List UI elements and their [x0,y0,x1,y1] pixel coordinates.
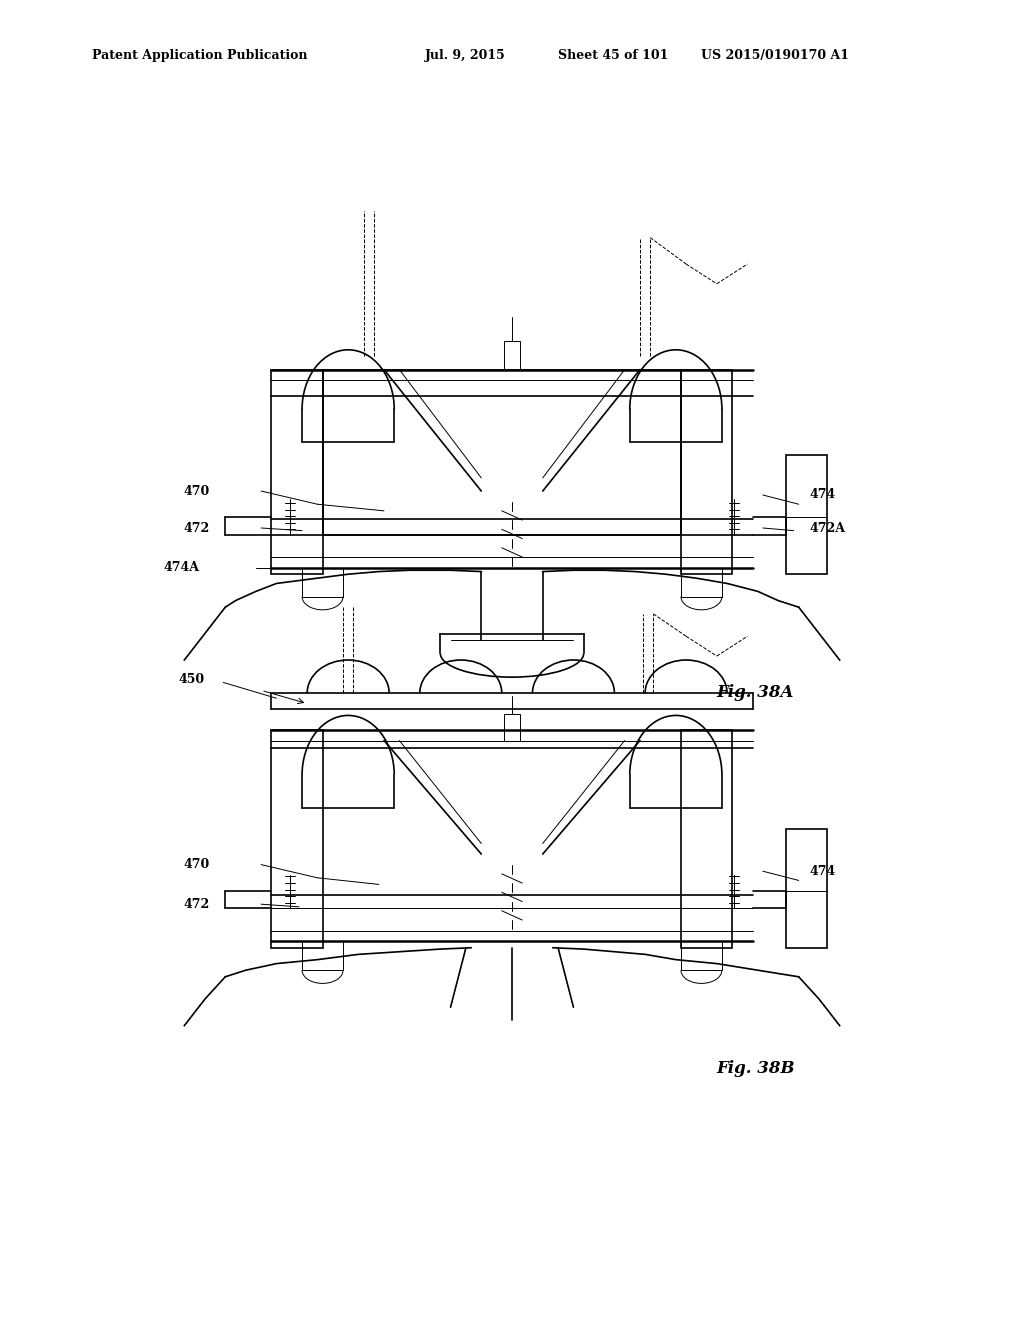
Text: Sheet 45 of 101: Sheet 45 of 101 [558,49,669,62]
Text: Fig. 38B: Fig. 38B [717,1060,796,1077]
Text: 470: 470 [183,858,210,871]
Bar [504,341,520,370]
Bar [323,370,681,535]
Bar [302,568,343,597]
Bar [786,455,827,574]
Bar [786,829,827,948]
Text: 450: 450 [178,673,205,686]
Bar [681,568,722,597]
Bar [681,730,732,948]
Bar [271,730,323,948]
Bar [271,370,323,574]
Text: Fig. 38A: Fig. 38A [717,684,795,701]
Bar [504,714,520,741]
Text: 472: 472 [183,898,210,911]
Text: 474: 474 [809,488,836,502]
Text: 472A: 472A [809,521,845,535]
Text: Jul. 9, 2015: Jul. 9, 2015 [425,49,506,62]
Text: 470: 470 [183,484,210,498]
Text: Patent Application Publication: Patent Application Publication [92,49,307,62]
Bar [302,941,343,970]
Bar [681,370,732,574]
Text: 474A: 474A [164,561,200,574]
Text: 474: 474 [809,865,836,878]
Text: 472: 472 [183,521,210,535]
Text: US 2015/0190170 A1: US 2015/0190170 A1 [701,49,850,62]
Bar [681,941,722,970]
